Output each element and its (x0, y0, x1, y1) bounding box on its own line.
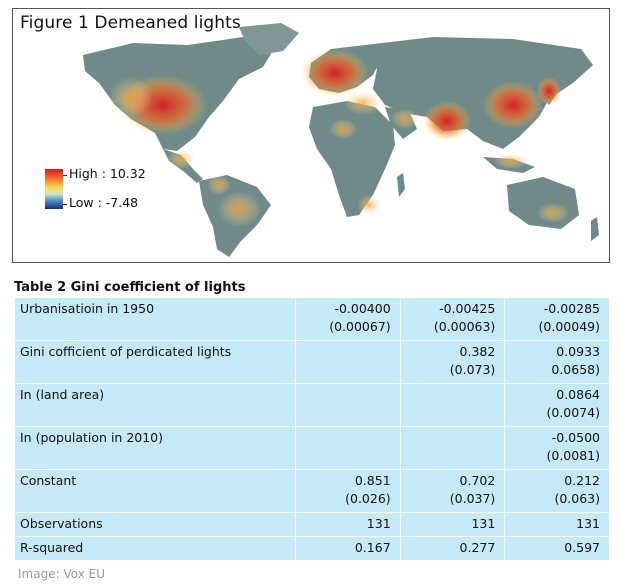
legend-color-ramp (45, 169, 63, 209)
table-row: Constant 0.851 (0.026) 0.702 (0.037) 0.212… (14, 469, 610, 513)
figure-panel: Figure 1 Demeaned lights High : 10.32 Lo… (12, 8, 610, 263)
gini-table: Urbanisatioin in 1950 -0.00400 (0.00067) … (14, 297, 610, 561)
cell: 0.212 (0.063) (504, 469, 610, 513)
cell: 0.0864 (0.0074) (504, 383, 610, 427)
cell: 131 (504, 512, 610, 537)
row-label: Observations (14, 512, 296, 537)
map-legend: High : 10.32 Low : -7.48 (45, 166, 245, 212)
table-row: In (population in 2010) -0.0500 (0.0081) (14, 426, 610, 470)
table-title: Table 2 Gini coefficient of lights (14, 280, 246, 295)
row-label: In (land area) (14, 383, 296, 427)
table-row: R-squared 0.167 0.277 0.597 (14, 536, 610, 561)
cell: -0.00425 (0.00063) (399, 297, 506, 341)
madagascar (397, 173, 405, 197)
new-zealand (591, 217, 599, 241)
australia (507, 177, 579, 229)
cell: 0.167 (295, 536, 401, 561)
cell (295, 426, 401, 470)
cell (295, 340, 401, 384)
row-label: Urbanisatioin in 1950 (14, 297, 296, 341)
legend-high-label: High : 10.32 (69, 166, 146, 181)
cell: 0.597 (504, 536, 610, 561)
cell: -0.00285 (0.00049) (504, 297, 610, 341)
cell: -0.00400 (0.00067) (295, 297, 401, 341)
image-credit: Image: Vox EU (18, 567, 105, 581)
world-lights-map (83, 23, 599, 257)
table-row: Urbanisatioin in 1950 -0.00400 (0.00067) … (14, 297, 610, 341)
row-label: In (population in 2010) (14, 426, 296, 470)
row-label: R-squared (14, 536, 296, 561)
cell: 0.702 (0.037) (399, 469, 506, 513)
asia (365, 37, 593, 149)
cell: -0.0500 (0.0081) (504, 426, 610, 470)
cell (399, 426, 506, 470)
cell: 131 (295, 512, 401, 537)
table-row: Gini cofficient of perdicated lights 0.3… (14, 340, 610, 384)
legend-tick-high (63, 175, 67, 176)
cell: 0.0933 0.0658) (504, 340, 610, 384)
row-label: Gini cofficient of perdicated lights (14, 340, 296, 384)
cell: 0.382 (0.073) (399, 340, 506, 384)
figure-title: Figure 1 Demeaned lights (20, 13, 241, 33)
legend-low-label: Low : -7.48 (69, 195, 139, 210)
table-row: In (land area) 0.0864 (0.0074) (14, 383, 610, 427)
africa (309, 101, 395, 217)
cell: 0.851 (0.026) (295, 469, 401, 513)
row-label: Constant (14, 469, 296, 513)
cell (295, 383, 401, 427)
cell: 0.277 (399, 536, 506, 561)
greenland (239, 23, 299, 55)
cell (399, 383, 506, 427)
cell: 131 (399, 512, 506, 537)
legend-tick-low (63, 204, 67, 205)
table-row: Observations 131 131 131 (14, 512, 610, 537)
